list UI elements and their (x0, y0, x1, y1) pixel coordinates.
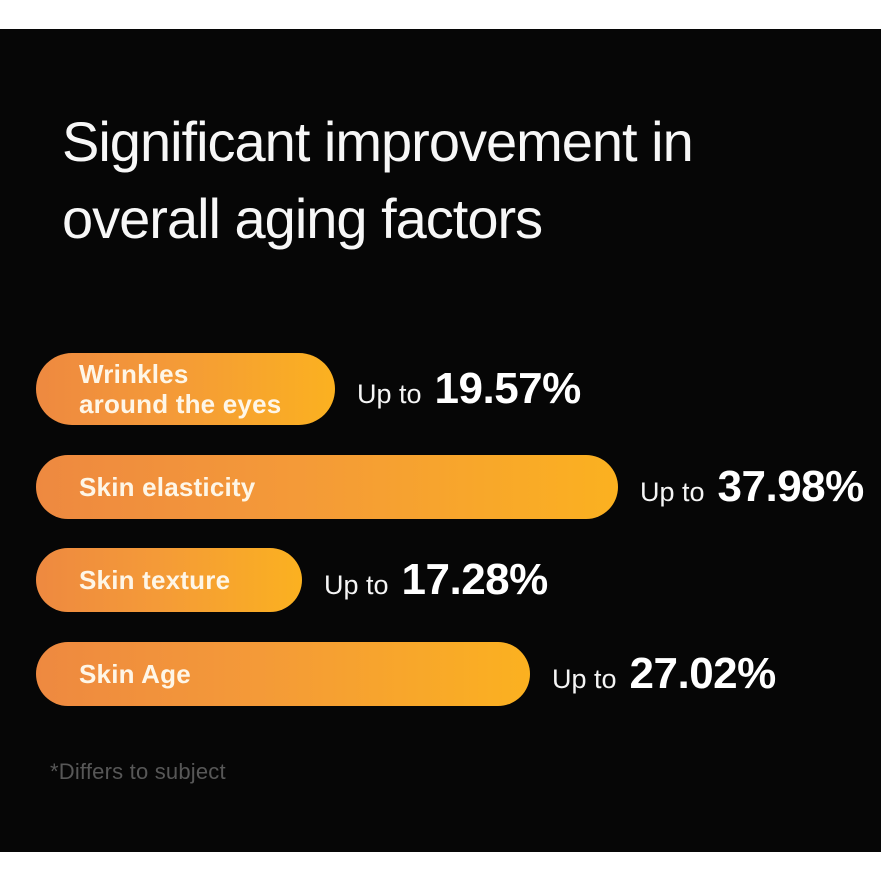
bar-label: Skin texture (79, 565, 302, 595)
chart-title-line2: overall aging factors (62, 187, 543, 250)
value-percent: 27.02% (629, 649, 777, 698)
bar-row-skin-age: Skin Age Up to 27.02% (36, 642, 776, 706)
value-prefix: Up to (552, 664, 617, 694)
bar-label-line1: Skin texture (79, 565, 231, 595)
footnote: *Differs to subject (50, 759, 226, 784)
bar-value: Up to 37.98% (640, 462, 864, 512)
chart-panel: Significant improvement in overall aging… (0, 29, 881, 852)
bar-label-line1: Skin Age (79, 659, 191, 689)
value-percent: 17.28% (401, 555, 549, 604)
bar-row-texture: Skin texture Up to 17.28% (36, 548, 548, 612)
chart-title-line1: Significant improvement in (62, 110, 694, 173)
bar-label: Skin elasticity (79, 472, 618, 502)
chart-title: Significant improvement in overall aging… (62, 103, 694, 257)
value-prefix: Up to (640, 477, 705, 507)
improvement-bar-elasticity: Skin elasticity (36, 455, 618, 519)
bar-label-line1: Skin elasticity (79, 472, 256, 502)
bar-value: Up to 27.02% (552, 649, 776, 699)
improvement-bar-wrinkles: Wrinkles around the eyes (36, 353, 335, 425)
bar-row-wrinkles: Wrinkles around the eyes Up to 19.57% (36, 353, 581, 425)
bar-label: Wrinkles around the eyes (79, 359, 335, 419)
bar-label-line1: Wrinkles (79, 359, 189, 389)
bar-row-elasticity: Skin elasticity Up to 37.98% (36, 455, 864, 519)
bar-value: Up to 19.57% (357, 364, 581, 414)
value-percent: 19.57% (434, 364, 582, 413)
value-prefix: Up to (357, 379, 422, 409)
value-percent: 37.98% (717, 462, 865, 511)
improvement-bar-skin-age: Skin Age (36, 642, 530, 706)
value-prefix: Up to (324, 570, 389, 600)
bar-value: Up to 17.28% (324, 555, 548, 605)
improvement-bar-texture: Skin texture (36, 548, 302, 612)
bar-label: Skin Age (79, 659, 530, 689)
bar-label-line2: around the eyes (79, 389, 282, 419)
